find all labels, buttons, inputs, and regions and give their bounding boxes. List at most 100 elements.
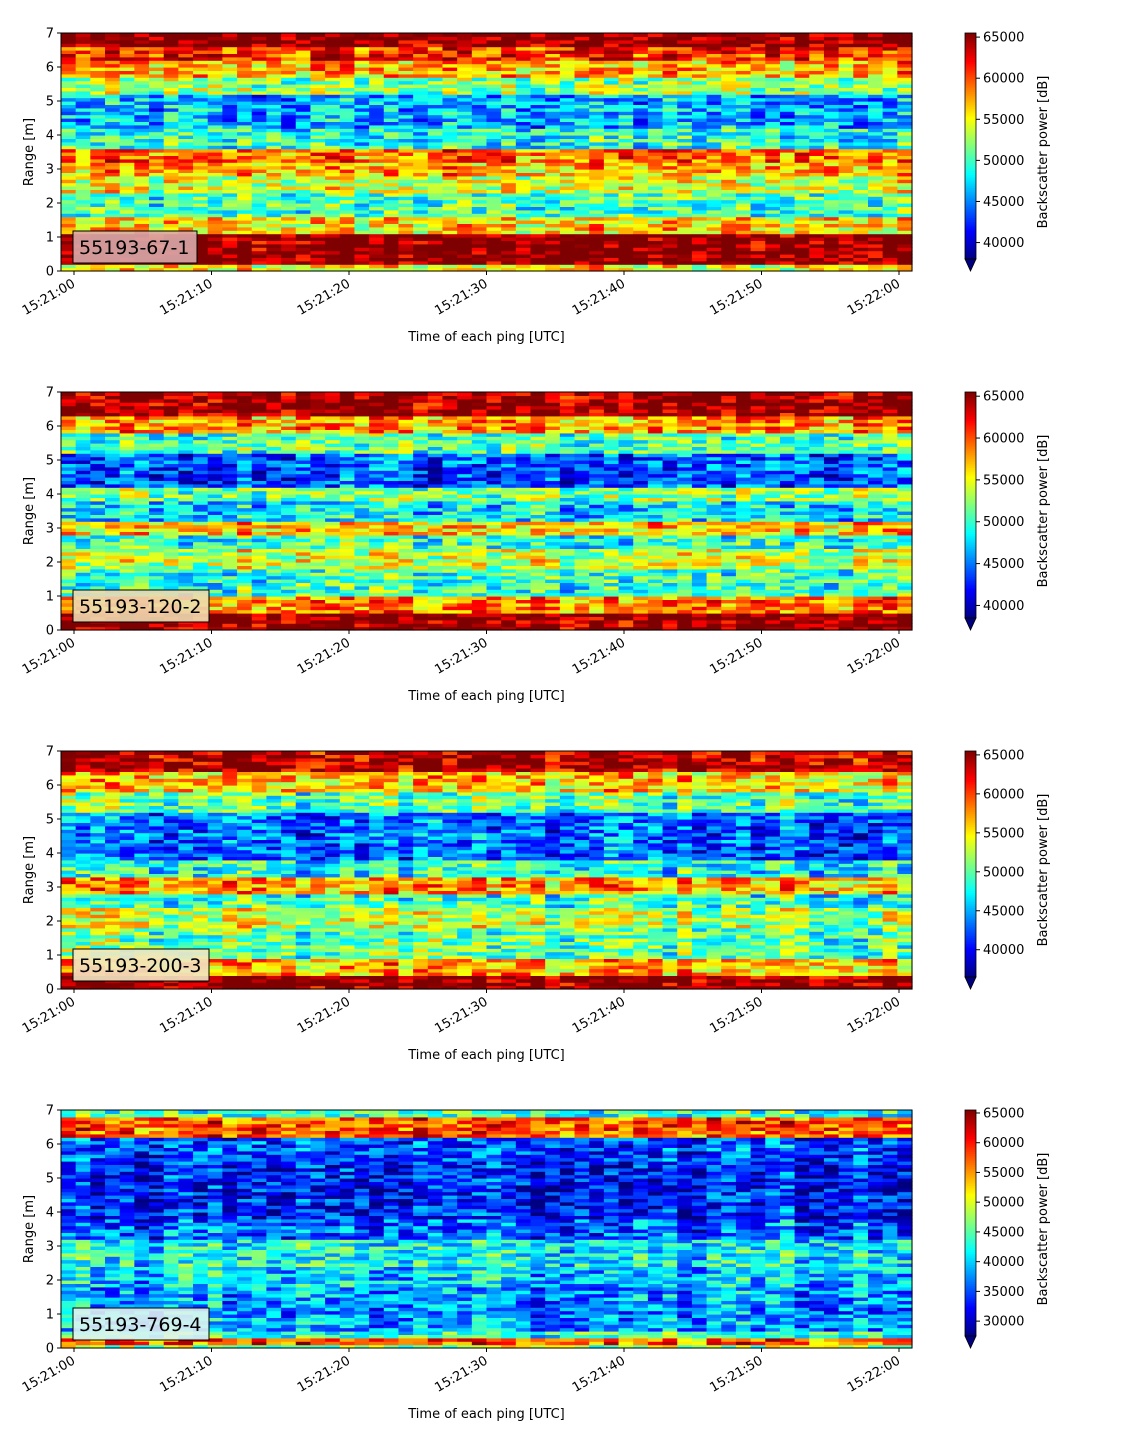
heatmap-cell	[208, 487, 223, 491]
heatmap-cell	[824, 210, 839, 214]
heatmap-cell	[134, 33, 149, 37]
heatmap-cell	[281, 217, 296, 221]
heatmap-cell	[76, 149, 91, 153]
heatmap-cell	[795, 251, 810, 255]
heatmap-cell	[619, 200, 634, 204]
heatmap-cell	[76, 166, 91, 170]
colorbar-tick-label: 50000	[983, 154, 1024, 169]
heatmap-cell	[149, 132, 164, 136]
heatmap-cell	[266, 210, 281, 214]
heatmap-cell	[149, 159, 164, 163]
heatmap-cell	[354, 244, 369, 248]
heatmap-cell	[545, 142, 560, 146]
heatmap-cell	[281, 227, 296, 231]
heatmap-cell	[90, 193, 105, 197]
heatmap-cell	[839, 227, 854, 231]
heatmap-cell	[780, 244, 795, 248]
heatmap-cell	[120, 193, 135, 197]
heatmap-cell	[90, 176, 105, 180]
chart-panel-1: 0123456715:21:00 15:21:10 15:21:20 15:21:30…	[20, 27, 1051, 346]
heatmap-cell	[237, 217, 252, 221]
heatmap-cell	[604, 210, 619, 214]
heatmap-cell	[619, 183, 634, 187]
heatmap-cell	[604, 33, 619, 37]
heatmap-cell	[501, 159, 516, 163]
heatmap-cell	[692, 234, 707, 238]
heatmap-cell	[545, 183, 560, 187]
heatmap-cell	[76, 392, 91, 396]
heatmap-cell	[193, 33, 208, 37]
heatmap-cell	[589, 193, 604, 197]
heatmap-cell	[883, 159, 898, 163]
heatmap-cell	[457, 132, 472, 136]
heatmap-cell	[633, 210, 648, 214]
heatmap-cell	[325, 183, 340, 187]
heatmap-cell	[178, 227, 193, 231]
heatmap-cell	[868, 176, 883, 180]
heatmap-cell	[369, 227, 384, 231]
heatmap-cell	[692, 251, 707, 255]
heatmap-cell	[516, 210, 531, 214]
heatmap-cell	[222, 227, 237, 231]
heatmap-cell	[208, 264, 223, 268]
heatmap-cell	[897, 132, 912, 136]
heatmap-cell	[560, 176, 575, 180]
heatmap-cell	[340, 176, 355, 180]
heatmap-cell	[413, 264, 428, 268]
heatmap-cell	[663, 149, 678, 153]
heatmap-cell	[501, 149, 516, 153]
heatmap-cell	[222, 210, 237, 214]
colorbar-label: Backscatter power [dB]	[1036, 76, 1051, 229]
heatmap-cell	[663, 193, 678, 197]
heatmap-cell	[765, 33, 780, 37]
heatmap-cell	[252, 217, 267, 221]
heatmap-cell	[765, 244, 780, 248]
heatmap-cell	[707, 159, 722, 163]
heatmap-cell	[633, 132, 648, 136]
heatmap-cell	[222, 244, 237, 248]
heatmap-cell	[883, 183, 898, 187]
heatmap-cell	[134, 149, 149, 153]
heatmap-cell	[325, 234, 340, 238]
heatmap-cell	[149, 392, 164, 396]
heatmap-cell	[604, 234, 619, 238]
heatmap-cell	[413, 251, 428, 255]
heatmap-cell	[560, 159, 575, 163]
heatmap-cell	[663, 264, 678, 268]
heatmap-cell	[193, 487, 208, 491]
heatmap-cell	[120, 419, 135, 423]
heatmap-cell	[428, 244, 443, 248]
heatmap-cell	[751, 183, 766, 187]
heatmap-cell	[149, 193, 164, 197]
heatmap-cell	[853, 264, 868, 268]
heatmap-cell	[897, 244, 912, 248]
heatmap-cell	[501, 264, 516, 268]
heatmap-cell	[472, 166, 487, 170]
heatmap-cell	[90, 470, 105, 474]
heatmap-cell	[487, 159, 502, 163]
heatmap-cell	[442, 142, 457, 146]
heatmap-cell	[105, 436, 120, 440]
heatmap-cell	[736, 33, 751, 37]
heatmap-cell	[281, 193, 296, 197]
heatmap-cell	[575, 200, 590, 204]
heatmap-cell	[575, 234, 590, 238]
heatmap-cell	[780, 234, 795, 238]
heatmap-cell	[487, 193, 502, 197]
heatmap-cell	[545, 210, 560, 214]
heatmap-cell	[266, 193, 281, 197]
heatmap-cell	[222, 33, 237, 37]
heatmap-cell	[575, 217, 590, 221]
heatmap-cell	[780, 142, 795, 146]
x-tick-label: 15:21:10	[157, 276, 215, 318]
heatmap-cell	[604, 159, 619, 163]
heatmap-cell	[472, 251, 487, 255]
heatmap-cell	[61, 470, 76, 474]
heatmap-cell	[354, 176, 369, 180]
heatmap-cell	[795, 244, 810, 248]
heatmap-cell	[61, 264, 76, 268]
heatmap-cell	[472, 244, 487, 248]
heatmap-cell	[105, 33, 120, 37]
heatmap-cell	[604, 142, 619, 146]
heatmap-cell	[281, 244, 296, 248]
